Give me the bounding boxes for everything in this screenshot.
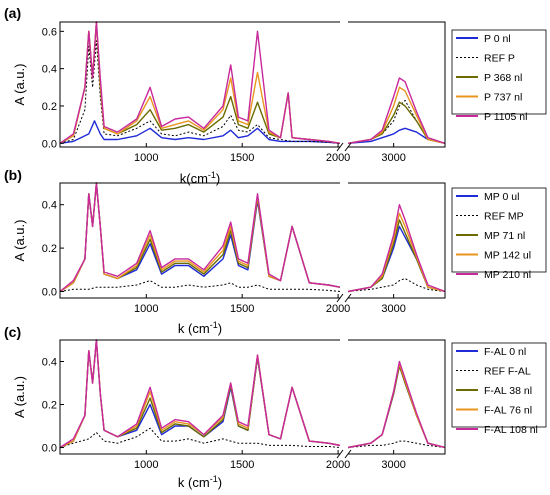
x-axis-label-close: )	[216, 171, 220, 186]
legend-label: P 737 nl	[484, 92, 522, 104]
legend-label: MP 0 ul	[484, 191, 519, 203]
series-line-left-3	[60, 182, 340, 293]
legend-label: MP 210 nl	[484, 269, 531, 281]
chart-panel-1: (a) A (a.u.) 0.0 0.2 0.4 0.6 1000 1500 2000 3000 k…	[4, 5, 547, 186]
x-axis-label-close: )	[218, 321, 222, 336]
series-line-left-5	[60, 21, 340, 144]
series-line-left-2	[60, 427, 340, 448]
x-axis-label-main: k (cm	[178, 321, 210, 336]
series-line-right-1	[348, 127, 445, 144]
series-line-right-5	[348, 360, 445, 449]
series-line-right-4	[348, 86, 445, 144]
series-line-right-2	[348, 440, 445, 448]
legend-label: P 0 nl	[484, 33, 511, 45]
axis-frame-right	[348, 339, 446, 455]
x-tick-label: 3000	[381, 303, 405, 315]
legend-label: F-AL 0 nl	[484, 346, 526, 358]
legend-label: MP 71 nl	[484, 230, 525, 242]
x-axis-label-sup: -1	[210, 474, 218, 484]
x-tick-label: 1500	[230, 459, 254, 471]
series-line-left-1	[60, 120, 340, 144]
y-tick-label: 0.0	[42, 443, 57, 455]
y-tick-label: 0.4	[42, 64, 57, 76]
x-axis-label-main: k (cm	[178, 475, 210, 490]
x-axis-label-sup: -1	[208, 170, 216, 180]
legend: P 0 nl REF P P 368 nl P 737 nl P 1105 nl	[451, 29, 547, 123]
series-line-left-5	[60, 339, 340, 449]
x-tick-label: 1500	[230, 152, 254, 164]
legend: F-AL 0 nl REF F-AL F-AL 38 nl F-AL 76 nl F-A…	[451, 342, 547, 436]
legend-label: MP 142 ul	[484, 250, 531, 262]
legend: MP 0 ul REF MP MP 71 nl MP 142 ul MP 210 nl	[451, 187, 547, 281]
axis-frame-left	[59, 182, 340, 299]
axis-frame-left	[59, 21, 340, 148]
axis-frame-left	[59, 339, 340, 455]
x-tick-label: 2000	[326, 459, 350, 471]
legend-label: F-AL 108 nl	[484, 424, 538, 436]
series-line-left-4	[60, 182, 340, 293]
axis-break	[336, 293, 352, 303]
x-axis-label: k (cm-1)	[178, 474, 222, 490]
axis-frame-right	[348, 182, 446, 299]
x-tick-label: 1500	[230, 303, 254, 315]
legend-label: P 1105 nl	[484, 111, 527, 123]
y-tick-label: 0.2	[42, 400, 57, 412]
series-line-right-5	[348, 77, 445, 144]
x-tick-label: 3000	[381, 459, 405, 471]
x-axis-label-main: k(cm	[180, 171, 208, 186]
panel-label: (b)	[4, 167, 22, 183]
series-line-left-5	[60, 182, 340, 293]
y-tick-label: 0.2	[42, 101, 57, 113]
y-tick-label: 0.6	[42, 26, 57, 38]
panel-label: (c)	[4, 324, 21, 340]
legend-box	[451, 342, 547, 428]
y-axis-label: A (a.u.)	[12, 64, 27, 106]
x-tick-label: 1000	[134, 459, 158, 471]
series-line-right-5	[348, 203, 445, 293]
legend-label: P 368 nl	[484, 72, 522, 84]
axis-break	[336, 142, 352, 152]
x-tick-label: 1000	[134, 303, 158, 315]
series-line-right-2	[348, 278, 445, 292]
legend-label: F-AL 38 nl	[484, 385, 532, 397]
x-tick-label: 2000	[326, 152, 350, 164]
chart-panel-3: (c) A (a.u.) 0.0 0.2 0.4 1000 1500 2000 3000 k (c…	[4, 324, 547, 490]
series-line-right-3	[348, 219, 445, 293]
series-line-left-2	[60, 280, 340, 292]
chart-panel-2: (b) A (a.u.) 0.0 0.2 0.4 1000 1500 2000 3000 k (c…	[4, 167, 547, 336]
x-tick-label: 1000	[134, 152, 158, 164]
y-tick-label: 0.4	[42, 200, 57, 212]
y-axis-label: A (a.u.)	[12, 220, 27, 262]
series-line-right-3	[348, 101, 445, 144]
panel-label: (a)	[4, 5, 21, 21]
axis-break	[336, 449, 352, 459]
series-line-right-1	[348, 225, 445, 293]
y-tick-label: 0.4	[42, 357, 57, 369]
y-tick-label: 0.2	[42, 243, 57, 255]
x-tick-label: 2000	[326, 303, 350, 315]
legend-box	[451, 187, 547, 273]
y-tick-label: 0.0	[42, 138, 57, 150]
x-axis-label-close: )	[218, 475, 222, 490]
series-line-left-2	[60, 40, 340, 144]
legend-label: REF MP	[484, 211, 524, 223]
x-axis-label: k (cm-1)	[178, 320, 222, 336]
axis-frame-right	[348, 21, 446, 148]
legend-label: F-AL 76 nl	[484, 405, 532, 417]
x-tick-label: 3000	[381, 152, 405, 164]
series-line-right-2	[348, 99, 445, 144]
series-line-left-1	[60, 182, 340, 293]
y-tick-label: 0.0	[42, 286, 57, 298]
x-axis-label-sup: -1	[210, 320, 218, 330]
legend-label: REF F-AL	[484, 366, 531, 378]
x-axis-label: k(cm-1)	[180, 170, 221, 186]
series-line-right-4	[348, 212, 445, 293]
legend-box	[451, 29, 547, 115]
y-axis-label: A (a.u.)	[12, 376, 27, 418]
legend-label: REF P	[484, 53, 515, 65]
